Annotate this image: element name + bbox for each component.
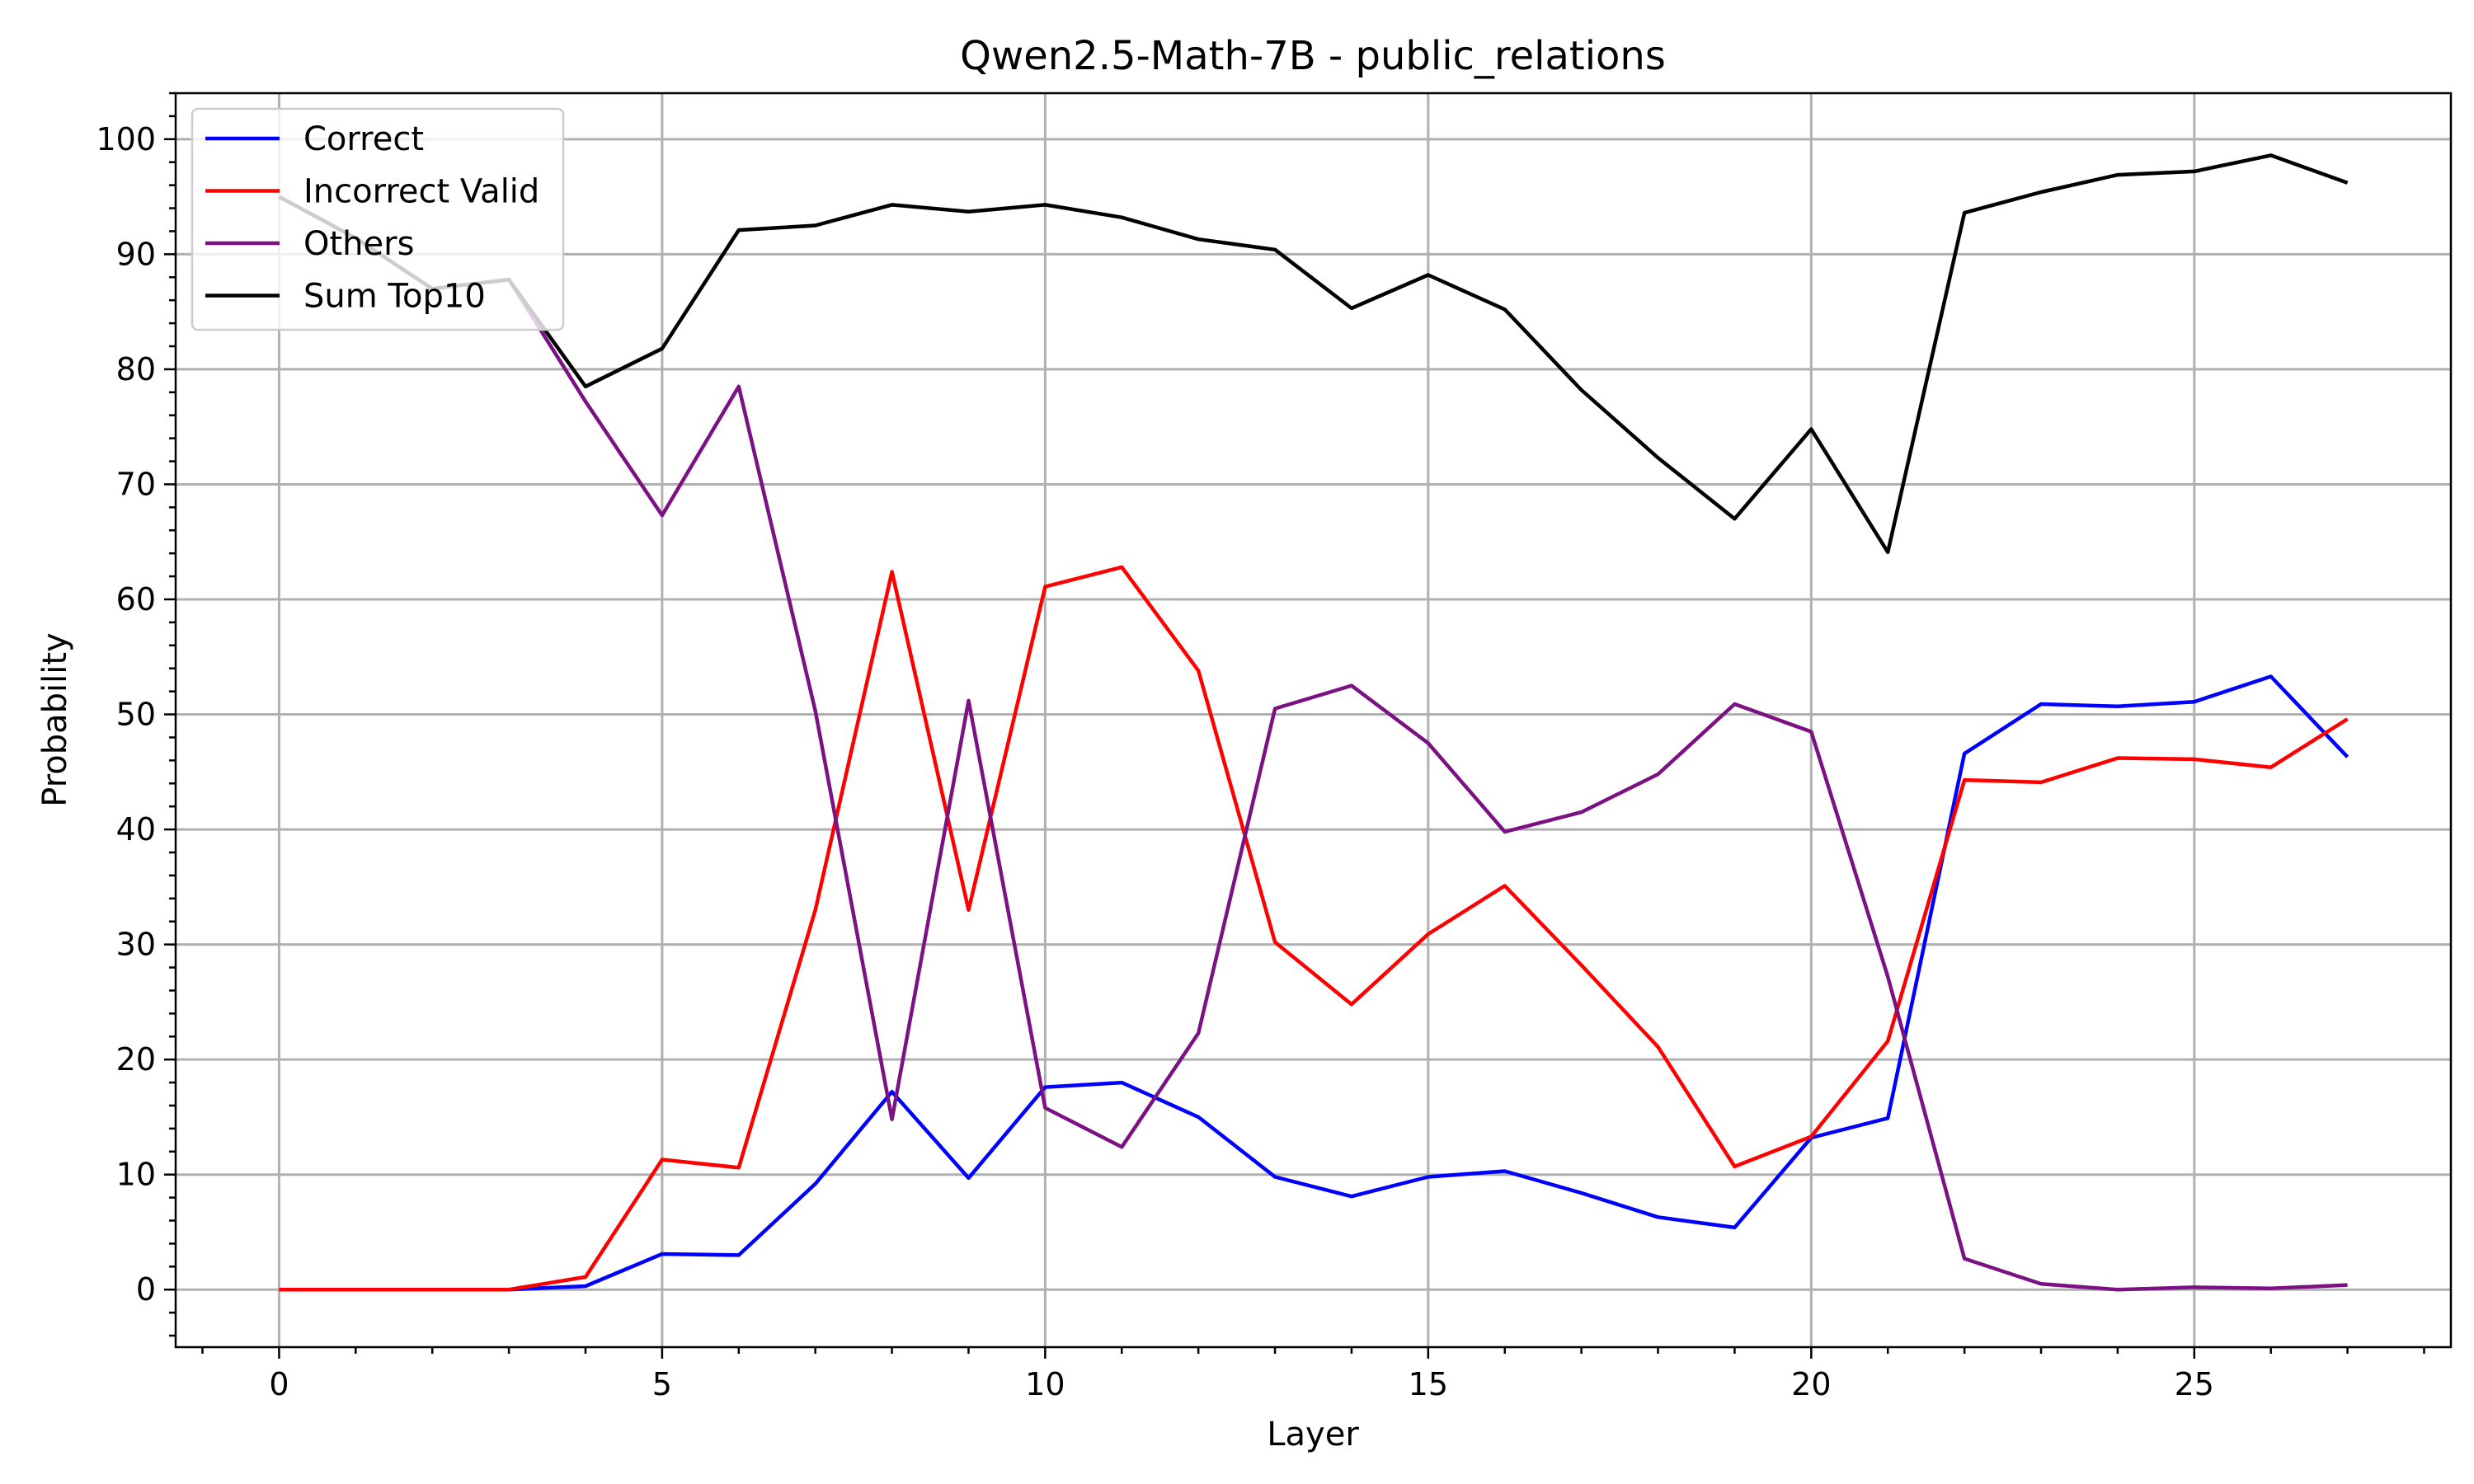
- x-tick-label: 25: [2175, 1366, 2214, 1402]
- ticks: 0 5 10 15 20 25 0 10 20 30 40 50 60 70 80 90 100: [96, 92, 2425, 1402]
- y-tick-label: 80: [116, 351, 156, 387]
- series-line-0: [279, 674, 2349, 1292]
- x-tick-label: 15: [1409, 1366, 1448, 1402]
- y-tick-label: 100: [96, 121, 156, 157]
- legend-box: [190, 107, 565, 331]
- series-line-3: [278, 153, 2349, 555]
- y-tick-label: 50: [116, 697, 156, 733]
- axes: [174, 92, 2453, 1349]
- y-tick-label: 30: [116, 927, 156, 963]
- grid: [176, 93, 2451, 1347]
- legend-label-2: Others: [303, 225, 414, 263]
- x-axis-label: Layer: [1267, 1416, 1359, 1453]
- y-tick-label: 40: [116, 811, 156, 848]
- x-tick-label: 0: [269, 1366, 289, 1402]
- series-line-1: [279, 565, 2349, 1292]
- y-tick-label: 20: [116, 1041, 156, 1078]
- legend-label-0: Correct: [303, 120, 424, 158]
- y-axis-label: Probability: [36, 632, 74, 806]
- chart-title: Qwen2.5-Math-7B - public_relations: [960, 33, 1666, 79]
- y-tick-label: 0: [136, 1271, 156, 1308]
- series-layer: [278, 153, 2349, 1292]
- y-tick-label: 90: [116, 236, 156, 272]
- legend: Correct Incorrect Valid Others Sum Top10: [190, 107, 565, 331]
- x-tick-label: 5: [652, 1366, 672, 1402]
- plot-frame: [174, 92, 2453, 1349]
- legend-label-3: Sum Top10: [303, 278, 486, 316]
- y-tick-label: 70: [116, 466, 156, 502]
- x-tick-label: 20: [1791, 1366, 1831, 1402]
- series-line-2: [278, 195, 2348, 1292]
- y-tick-label: 10: [116, 1157, 156, 1193]
- x-tick-label: 10: [1025, 1366, 1065, 1402]
- y-tick-label: 60: [116, 581, 156, 618]
- legend-label-1: Incorrect Valid: [303, 173, 539, 211]
